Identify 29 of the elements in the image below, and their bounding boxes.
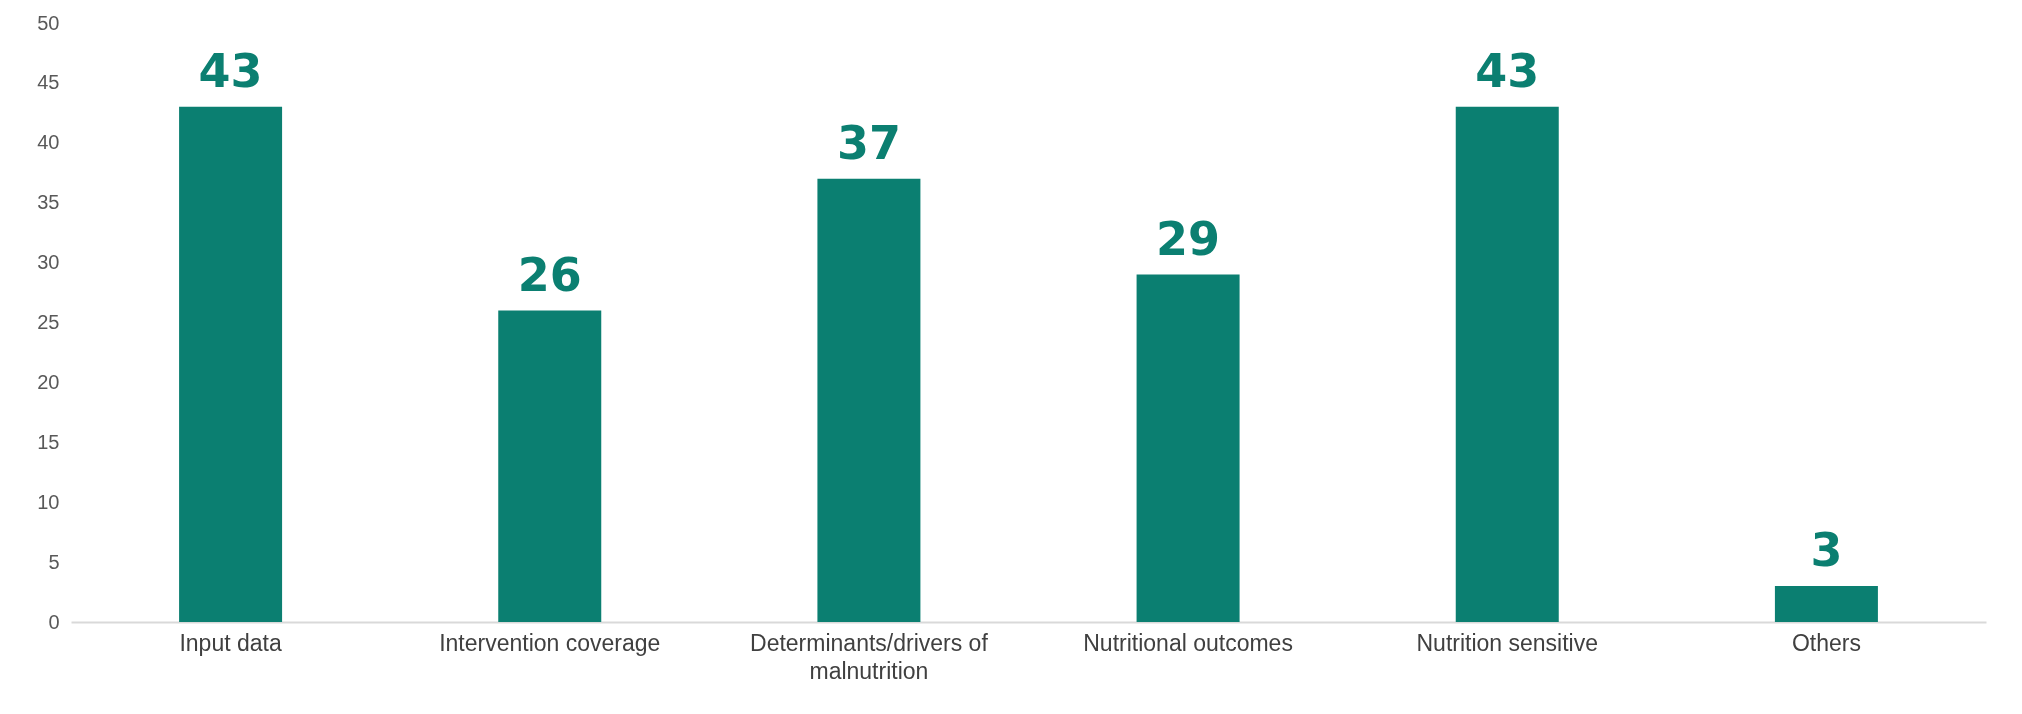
bar bbox=[498, 310, 602, 622]
x-tick-label: Intervention coverage bbox=[439, 629, 661, 656]
y-tick-label: 35 bbox=[37, 191, 60, 214]
data-label: 37 bbox=[836, 115, 901, 170]
bar bbox=[1455, 106, 1559, 622]
y-tick-label: 20 bbox=[37, 370, 60, 393]
bar bbox=[817, 178, 921, 622]
y-tick-label: 40 bbox=[37, 131, 60, 154]
y-tick-label: 10 bbox=[37, 490, 60, 513]
data-label: 43 bbox=[198, 43, 263, 98]
y-tick-label: 50 bbox=[37, 11, 60, 34]
data-label: 43 bbox=[1475, 43, 1540, 98]
bar bbox=[1774, 586, 1878, 622]
x-tick-label: Nutrition sensitive bbox=[1416, 629, 1599, 656]
x-tick-label: Determinants/drivers of malnutrition bbox=[750, 629, 989, 684]
data-label: 3 bbox=[1810, 523, 1843, 578]
y-tick-label: 5 bbox=[48, 550, 60, 573]
y-tick-label: 0 bbox=[48, 610, 60, 633]
x-tick-label: Others bbox=[1791, 629, 1861, 656]
bar bbox=[1136, 274, 1240, 622]
y-tick-label: 15 bbox=[37, 430, 60, 453]
x-tick-label: Nutritional outcomes bbox=[1083, 629, 1293, 656]
bar bbox=[179, 106, 283, 622]
x-tick-label: Input data bbox=[179, 629, 282, 656]
data-label: 26 bbox=[517, 247, 582, 302]
y-tick-label: 25 bbox=[37, 311, 60, 333]
y-tick-label: 30 bbox=[37, 251, 60, 274]
data-label: 29 bbox=[1156, 211, 1221, 266]
y-tick-label: 45 bbox=[37, 71, 60, 94]
